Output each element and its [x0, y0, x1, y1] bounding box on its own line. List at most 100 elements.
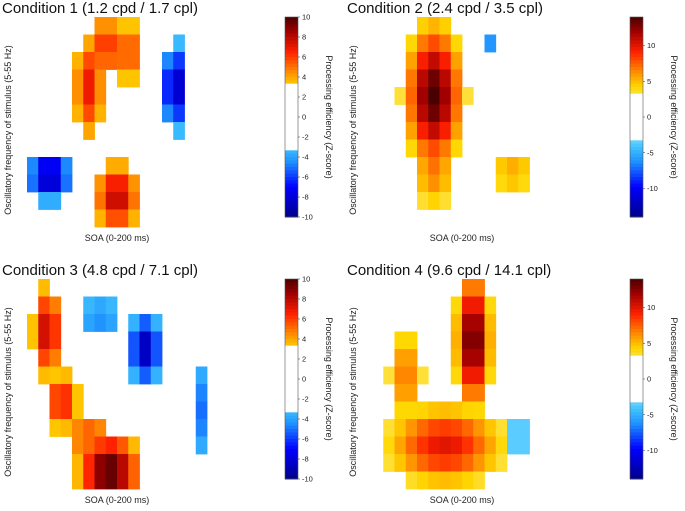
colorbar-segment [630, 67, 643, 71]
colorbar-segment [285, 452, 298, 457]
colorbar-segment [630, 87, 643, 91]
heatmap-cell [417, 157, 429, 175]
colorbar-segment [630, 187, 643, 191]
colorbar-segment [285, 289, 298, 293]
y-axis-label: Oscillatory frequency of stimulus (5-55 … [3, 45, 13, 215]
heatmap-cell [428, 52, 440, 70]
heatmap-cell [462, 279, 474, 297]
heatmap-cell [450, 122, 463, 140]
colorbar-tick-label: -6 [302, 435, 309, 444]
heatmap-cell [150, 366, 163, 385]
colorbar-segment [285, 282, 298, 287]
colorbar-segment [630, 359, 643, 363]
heatmap-cell [473, 471, 485, 490]
heatmap-cell [383, 436, 395, 455]
colorbar-segment [630, 285, 643, 290]
colorbar-segment [630, 282, 643, 287]
colorbar-segment [630, 452, 643, 457]
heatmap-cell [49, 331, 62, 350]
heatmap-cell [105, 436, 118, 455]
colorbar-segment [630, 37, 643, 41]
heatmap-cell [450, 69, 463, 88]
heatmap-cell [195, 419, 208, 437]
heatmap-cell [83, 296, 95, 315]
heatmap-cell [94, 52, 107, 70]
colorbar-segment [285, 133, 298, 138]
heatmap-cell [83, 314, 95, 332]
heatmap-cell [83, 87, 95, 105]
colorbar-segment [630, 43, 643, 48]
colorbar-segment [630, 399, 643, 403]
heatmap-cell [27, 314, 39, 332]
heatmap-cell [394, 436, 407, 455]
heatmap-cell [439, 471, 452, 490]
heatmap-cell [38, 366, 50, 385]
heatmap-cell [405, 104, 418, 123]
heatmap-cell [405, 52, 418, 70]
colorbar-segment [285, 332, 298, 337]
heatmap-cell [117, 17, 129, 35]
colorbar-segment [285, 180, 298, 185]
heatmap-cell [450, 34, 463, 53]
heatmap-cell [405, 139, 418, 158]
heatmap-cell [173, 87, 185, 105]
heatmap-cell [473, 349, 485, 367]
colorbar-segment [630, 117, 643, 121]
colorbar-segment [630, 167, 643, 171]
colorbar-segment [630, 130, 643, 135]
heatmap-cell [507, 436, 519, 455]
heatmap-cell [462, 419, 474, 437]
heatmap-cell [49, 296, 62, 315]
heatmap-cell [49, 384, 62, 402]
colorbar-segment [285, 455, 298, 460]
colorbar-segment [630, 459, 643, 463]
colorbar-segment [630, 53, 643, 58]
heatmap-cell [484, 454, 497, 472]
colorbar-segment [630, 379, 643, 383]
colorbar-segment [630, 305, 643, 310]
heatmap-cell [49, 157, 62, 175]
heatmap-cell [405, 366, 418, 385]
colorbar-segment [285, 40, 298, 45]
colorbar-segment [630, 375, 643, 380]
heatmap-cell [450, 52, 463, 70]
colorbar-segment [630, 429, 643, 433]
colorbar-segment [630, 27, 643, 31]
heatmap-cell [49, 366, 62, 385]
colorbar-tick-label: 6 [302, 315, 306, 324]
colorbar-segment [285, 47, 298, 51]
heatmap-cell [83, 436, 95, 455]
heatmap-cell [462, 436, 474, 455]
colorbar-label: Processing efficiency (Z-score) [669, 317, 679, 440]
colorbar-segment [285, 285, 298, 290]
colorbar-segment [285, 375, 298, 380]
colorbar-segment [285, 140, 298, 145]
heatmap-cell [417, 366, 429, 385]
heatmap-cell [439, 34, 452, 53]
heatmap-cell [49, 401, 62, 420]
colorbar-segment [630, 309, 643, 313]
colorbar-segment [285, 312, 298, 317]
colorbar-segment [630, 315, 643, 320]
colorbar-tick-label: 10 [302, 13, 310, 22]
colorbar-segment [630, 389, 643, 393]
colorbar-segment [630, 127, 643, 131]
heatmap-cell [94, 296, 107, 315]
heatmap-cell [49, 314, 62, 332]
heatmap-cell [117, 454, 129, 472]
heatmap-cell [128, 52, 140, 70]
heatmap-cell [495, 436, 508, 455]
colorbar-segment [630, 33, 643, 38]
heatmap-cell [83, 34, 95, 53]
heatmap-cell [72, 384, 84, 402]
heatmap-cell [462, 401, 474, 420]
heatmap-cell [462, 384, 474, 402]
colorbar-segment [630, 345, 643, 350]
colorbar-segment [285, 73, 298, 78]
colorbar-segment [630, 123, 643, 128]
colorbar-segment [630, 339, 643, 343]
colorbar-tick-label: -4 [302, 415, 309, 424]
heatmap-cell [195, 401, 208, 420]
heatmap-cell [173, 69, 185, 88]
colorbar-segment [630, 107, 643, 111]
